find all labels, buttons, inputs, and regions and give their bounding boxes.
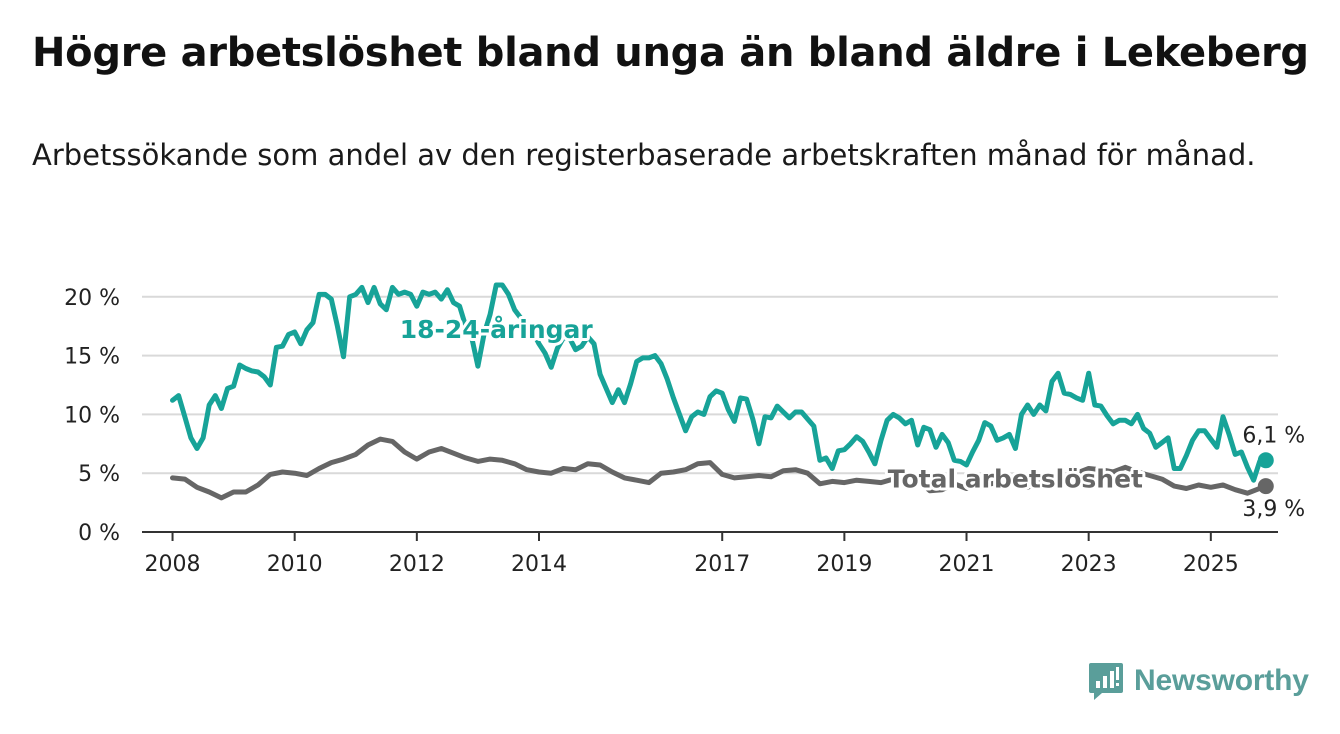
x-axis: 2008 2010 2012 2014 2017 2019 2021 2023 2025 [142, 531, 1278, 577]
x-tick-label: 2021 [939, 552, 995, 577]
x-tick-label: 2008 [145, 552, 201, 577]
y-tick-label: 15 % [64, 345, 120, 370]
y-tick-label: 0 % [78, 521, 120, 546]
chart-title: Högre arbetslöshet bland unga än bland ä… [32, 30, 1309, 76]
series-end-point-youth [1257, 452, 1274, 469]
brand-logo: Newsworthy [1088, 660, 1309, 702]
series-labels: 18-24-åringar 6,1 % Total arbetslöshet 3,9 … [397, 312, 1305, 522]
series-line-total [170, 436, 1269, 501]
series-label-total: Total arbetslöshet [888, 464, 1143, 493]
y-tick-label: 5 % [78, 462, 120, 487]
x-tick-label: 2014 [511, 552, 567, 577]
y-axis-ticks: 0 % 5 % 10 % 15 % 20 % [64, 286, 120, 546]
x-tick-label: 2023 [1061, 552, 1117, 577]
x-tick-label: 2010 [267, 552, 323, 577]
end-value-label-youth: 6,1 % [1242, 423, 1305, 448]
x-tick-label: 2019 [816, 552, 872, 577]
chart-subtitle: Arbetssökande som andel av den registerb… [32, 138, 1256, 172]
series-end-point-total [1257, 478, 1274, 495]
x-tick-label: 2012 [389, 552, 445, 577]
x-tick-label: 2017 [694, 552, 750, 577]
y-tick-label: 10 % [64, 403, 120, 428]
series-label-youth: 18-24-åringar [400, 315, 594, 344]
series-line-youth [170, 282, 1269, 483]
brand-name: Newsworthy [1134, 664, 1309, 697]
end-value-label-total: 3,9 % [1242, 497, 1305, 522]
series-lines [170, 282, 1274, 501]
newsworthy-logo-icon [1089, 663, 1123, 700]
y-tick-label: 20 % [64, 286, 120, 311]
x-tick-label: 2025 [1183, 552, 1239, 577]
